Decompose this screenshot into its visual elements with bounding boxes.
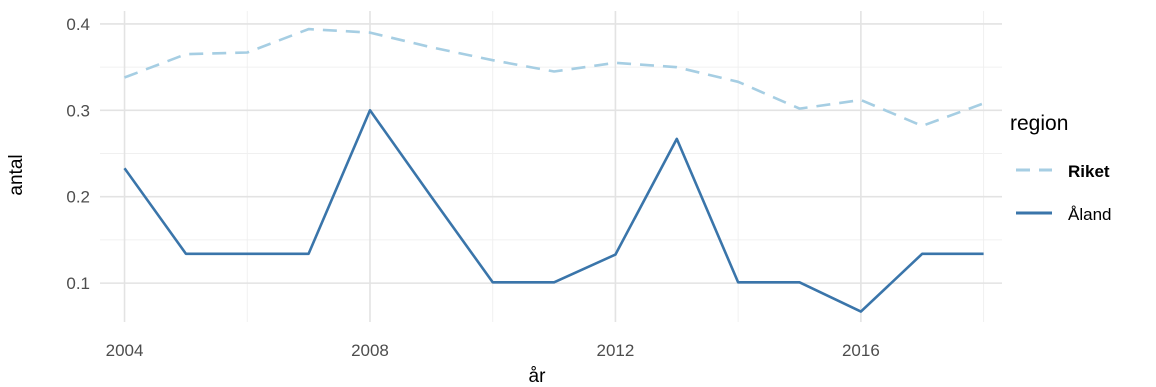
x-axis-title: år <box>529 366 547 387</box>
x-tick-label: 2004 <box>106 341 144 360</box>
series-line-aland <box>123 109 984 313</box>
y-tick-label: 0.3 <box>66 101 90 120</box>
x-tick-label: 2008 <box>351 341 389 360</box>
y-tick-labels: 0.1 0.2 0.3 0.4 <box>66 15 90 293</box>
legend-label-aland: Åland <box>1068 205 1111 224</box>
x-tick-label: 2016 <box>842 341 880 360</box>
series-lines <box>123 27 985 313</box>
x-tick-labels: 2004 2008 2012 2016 <box>106 341 880 360</box>
y-tick-label: 0.1 <box>66 274 90 293</box>
legend: region Riket Åland <box>1010 112 1111 224</box>
legend-title: region <box>1010 112 1068 135</box>
series-line-riket <box>124 27 985 128</box>
x-tick-label: 2012 <box>597 341 635 360</box>
grid <box>100 11 1002 322</box>
y-tick-label: 0.2 <box>66 188 90 207</box>
y-tick-label: 0.4 <box>66 15 90 34</box>
legend-label-riket: Riket <box>1068 162 1110 181</box>
y-axis-title: antal <box>6 154 27 195</box>
